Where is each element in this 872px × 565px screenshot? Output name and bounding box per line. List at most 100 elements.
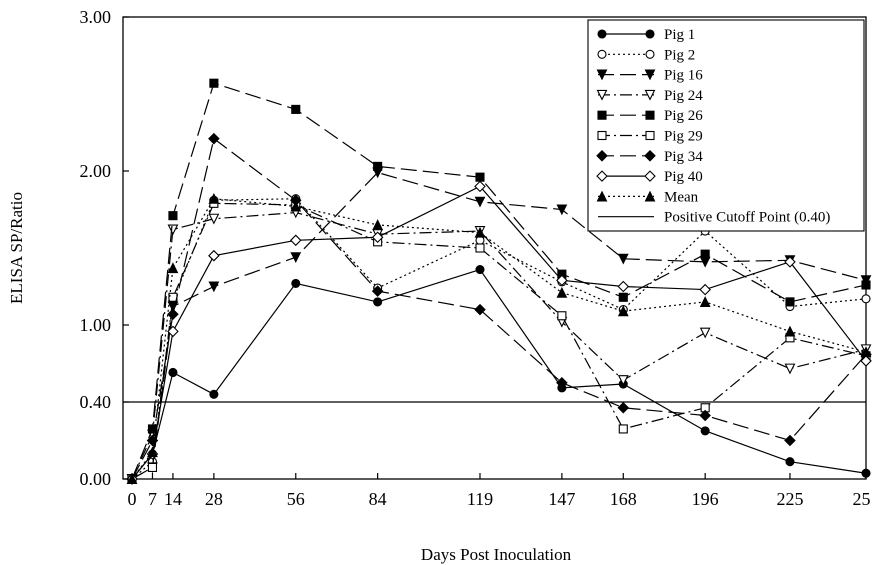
- plot-border: [122, 16, 867, 480]
- data-point-pig-24: [699, 327, 711, 339]
- series-pig-1: [127, 265, 871, 484]
- data-point-mean: [617, 305, 629, 317]
- x-tick-label: 0: [128, 489, 137, 509]
- legend-label-pig-2: Pig 2: [664, 47, 695, 63]
- legend-marker-pig-1: [645, 29, 655, 39]
- data-point-pig-26: [168, 211, 178, 221]
- legend-marker-pig-40: [596, 170, 608, 182]
- data-point-pig-1: [209, 389, 219, 399]
- legend-marker-pig-16: [644, 69, 656, 81]
- data-point-pig-34: [474, 303, 486, 316]
- data-point-pig-40: [289, 234, 302, 247]
- x-tick-label: 168: [610, 489, 637, 509]
- data-point-pig-1: [291, 278, 301, 288]
- series-pig-26: [127, 78, 871, 484]
- data-point-pig-1: [168, 367, 178, 378]
- x-tick-label: 84: [369, 489, 387, 509]
- y-tick-label: 0.00: [80, 469, 112, 489]
- legend-marker-pig-26: [597, 110, 607, 120]
- y-tick-label: 2.00: [80, 161, 112, 181]
- x-tick-label: 225: [776, 489, 803, 509]
- data-point-pig-40: [860, 355, 872, 367]
- axes-layer: 0.00 0.40 1.00 2.00 3.00 0 7 14 28 56 84 119 147 168 1…: [80, 7, 872, 509]
- legend-marker-pig-2: [597, 49, 607, 59]
- data-point-mean: [474, 226, 486, 238]
- series-line-pig-34: [131, 137, 867, 480]
- data-point-pig-16: [617, 253, 629, 265]
- data-point-pig-26: [373, 161, 383, 171]
- legend-marker-pig-34: [596, 150, 608, 162]
- data-point-pig-34: [167, 308, 179, 320]
- series-pig-2: [127, 194, 871, 484]
- x-tick-label: 196: [692, 489, 719, 509]
- y-tick-label: 3.00: [80, 7, 112, 27]
- legend-label-pig-40: Pig 40: [664, 169, 703, 185]
- data-point-mean: [860, 346, 872, 358]
- data-point-pig-26: [291, 104, 301, 114]
- data-point-pig-16: [556, 204, 568, 216]
- data-point-pig-40: [208, 249, 220, 262]
- data-point-pig-29: [618, 424, 628, 434]
- y-tick-label: 0.40: [80, 392, 112, 412]
- data-point-mean: [147, 446, 158, 458]
- legend-marker-pig-1: [597, 29, 607, 39]
- data-point-pig-1: [700, 426, 710, 436]
- data-point-pig-34: [208, 132, 220, 145]
- data-point-pig-1: [475, 265, 485, 275]
- data-point-mean: [784, 325, 796, 337]
- legend-marker-pig-40: [644, 170, 656, 182]
- legend-box: [587, 19, 865, 232]
- data-point-pig-40: [699, 283, 711, 296]
- data-point-pig-26: [618, 292, 628, 302]
- series-line-pig-26: [131, 82, 867, 480]
- data-point-pig-29: [475, 243, 485, 253]
- data-point-pig-34: [784, 434, 796, 447]
- data-point-mean: [208, 192, 220, 204]
- data-point-pig-16: [208, 281, 220, 293]
- series-pig-34: [126, 132, 872, 485]
- legend-label-pig-34: Pig 34: [664, 149, 703, 165]
- data-point-pig-40: [617, 280, 630, 293]
- series-line-pig-29: [131, 202, 867, 480]
- data-point-pig-24: [167, 224, 179, 236]
- data-point-pig-34: [699, 409, 711, 422]
- data-point-pig-1: [373, 297, 383, 307]
- data-point-pig-40: [474, 180, 486, 193]
- series-pig-40: [126, 180, 872, 485]
- series-line-pig-40: [131, 185, 867, 480]
- data-point-pig-2: [861, 294, 871, 304]
- data-point-mean: [556, 286, 568, 298]
- legend-marker-mean: [596, 190, 608, 202]
- data-point-pig-24: [784, 363, 796, 375]
- data-point-pig-1: [785, 457, 795, 467]
- data-point-pig-40: [556, 274, 568, 287]
- data-point-pig-40: [784, 256, 796, 268]
- series-mean: [126, 192, 872, 485]
- legend-marker-pig-29: [645, 130, 655, 141]
- legend-label-pig-1: Pig 1: [664, 27, 695, 43]
- x-tick-label: 28: [205, 489, 223, 509]
- data-point-pig-26: [785, 297, 795, 307]
- series-pig-29: [127, 198, 871, 484]
- series-line-mean: [131, 198, 867, 480]
- data-point-pig-34: [617, 401, 630, 414]
- series-line-pig-1: [131, 268, 867, 480]
- legend-label-pig-16: Pig 16: [664, 68, 703, 84]
- data-point-pig-26: [475, 172, 485, 182]
- legend-label-positive-cutoff-point-0-40: Positive Cutoff Point (0.40): [664, 210, 830, 226]
- legend-marker-pig-24: [596, 89, 608, 101]
- y-axis-title: ELISA SP/Ratio: [7, 192, 26, 304]
- data-point-pig-40: [371, 231, 384, 243]
- legend-label-pig-29: Pig 29: [664, 129, 703, 145]
- series-line-pig-2: [131, 198, 867, 480]
- legend-marker-pig-34: [644, 150, 656, 162]
- series-line-pig-24: [131, 211, 867, 480]
- x-tick-label: 119: [467, 489, 493, 509]
- y-tick-label: 1.00: [80, 315, 112, 335]
- data-point-pig-29: [557, 311, 567, 321]
- data-point-pig-34: [556, 376, 568, 389]
- data-point-pig-26: [700, 249, 710, 259]
- legend: Pig 1 Pig 2 Pig 16 Pig 24 Pig 26 Pig 29 Pig 34…: [587, 19, 865, 232]
- legend-label-mean: Mean: [664, 189, 699, 205]
